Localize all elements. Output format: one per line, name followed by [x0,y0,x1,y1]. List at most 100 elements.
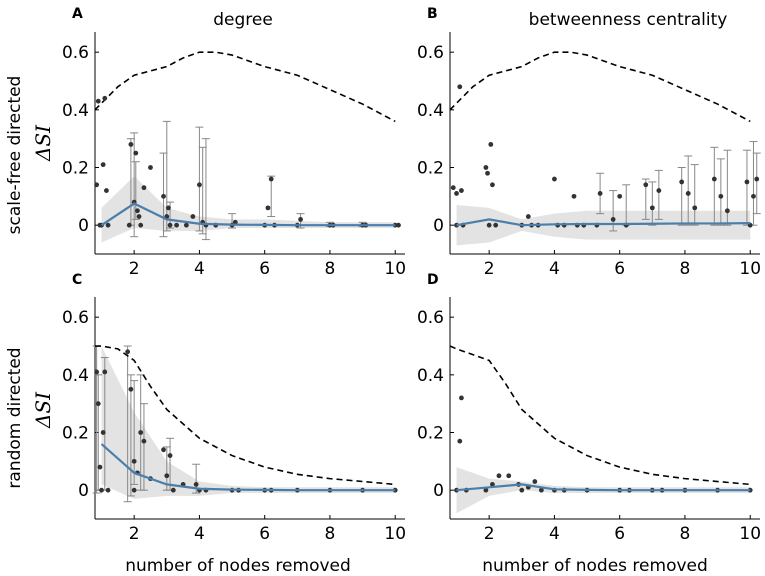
data-point [95,401,101,407]
data-point [457,84,463,90]
data-point [396,222,401,228]
mean-line [100,202,396,227]
data-point [751,193,756,199]
x-tick-label: 2 [129,524,140,544]
y-tick-label: 0 [433,216,444,236]
data-point [617,193,623,199]
panels: A 0 0.2 0.4 0.6 2 4 6 8 10 B 0 0.2 0.4 0.6 2 4 6 8 10 C 0 0.2 0… [62,6,761,544]
x-tick-label: 4 [194,524,205,544]
data-point [486,222,492,228]
y-tick-label: 0.2 [62,424,89,444]
data-point [506,473,512,479]
data-point [459,395,464,401]
data-point [174,222,179,228]
y-tick-label: 0.4 [62,101,89,121]
data-point [298,217,303,222]
y-tick-label: 0.4 [62,366,89,386]
upper-bound-dashed-line [449,345,751,486]
upper-bound-dashed-line [95,345,396,486]
data-point [105,222,111,228]
y-tick-label: 0.2 [417,424,444,444]
x-tick-label: 2 [129,259,140,279]
data-point [167,453,173,458]
data-point [138,430,144,435]
column-title-betweenness: betweenness centrality [529,10,728,30]
data-point [148,165,153,170]
data-point [519,487,525,493]
data-point [724,208,730,214]
data-point [94,182,100,188]
y-tick-label: 0.2 [417,159,444,179]
data-point [692,205,698,211]
data-point [265,205,271,211]
data-point [571,193,577,199]
upper-bound-dashed-line [94,51,396,123]
x-tick-label: 6 [259,524,270,544]
data-point [457,438,463,444]
data-point [190,214,196,219]
data-point [167,222,173,228]
y-tick-label: 0 [78,216,89,236]
data-point [183,222,189,228]
data-point [131,458,137,464]
data-point [128,142,134,147]
data-point [99,487,104,493]
data-point [170,487,176,493]
y-tick-label: 0.2 [62,159,89,179]
data-point [744,179,750,185]
x-tick-label: 6 [614,259,625,279]
data-point [525,214,531,219]
x-tick-label: 10 [384,259,406,279]
ylabel-bottom: ΔSI [31,391,55,429]
data-point [490,482,495,487]
panel-letter: D [427,272,439,288]
data-point [488,142,494,147]
data-point [649,205,655,211]
data-point [450,185,456,191]
data-point [131,487,137,493]
x-tick-label: 2 [484,259,495,279]
x-tick-label: 10 [739,524,761,544]
data-point [718,193,724,199]
data-point [485,170,490,176]
panel-letter: B [427,6,438,22]
x-tick-label: 4 [194,259,205,279]
panel-letter: A [72,6,83,22]
data-point [94,369,100,375]
data-point [105,487,111,493]
data-point [538,487,544,493]
data-point [141,438,147,444]
y-tick-label: 0.6 [417,43,444,63]
data-point [268,176,274,182]
data-point [685,191,691,196]
x-tick-label: 2 [484,524,495,544]
data-point [754,176,760,182]
data-point [493,222,499,228]
data-point [161,193,166,199]
data-point [643,182,649,188]
mean-line [100,443,396,492]
data-point [138,222,144,228]
data-point [454,191,459,196]
y-tick-label: 0.6 [417,308,444,328]
data-point [496,473,502,479]
x-tick-label: 4 [549,259,560,279]
data-point [232,219,238,225]
data-point [102,95,108,101]
data-point [597,191,603,196]
row-label-scale-free: scale-free directed [5,76,25,235]
panel-letter: C [72,272,82,288]
data-point [197,182,202,188]
y-tick-label: 0 [433,481,444,501]
data-point [136,214,142,219]
data-point [126,222,132,228]
xlabel-left: number of nodes removed [125,556,351,576]
y-tick-label: 0 [78,481,89,501]
data-point [97,222,103,228]
x-tick-label: 4 [549,524,560,544]
data-point [95,98,101,104]
y-tick-label: 0.6 [62,43,89,63]
data-point [100,430,106,435]
x-tick-label: 8 [680,524,691,544]
